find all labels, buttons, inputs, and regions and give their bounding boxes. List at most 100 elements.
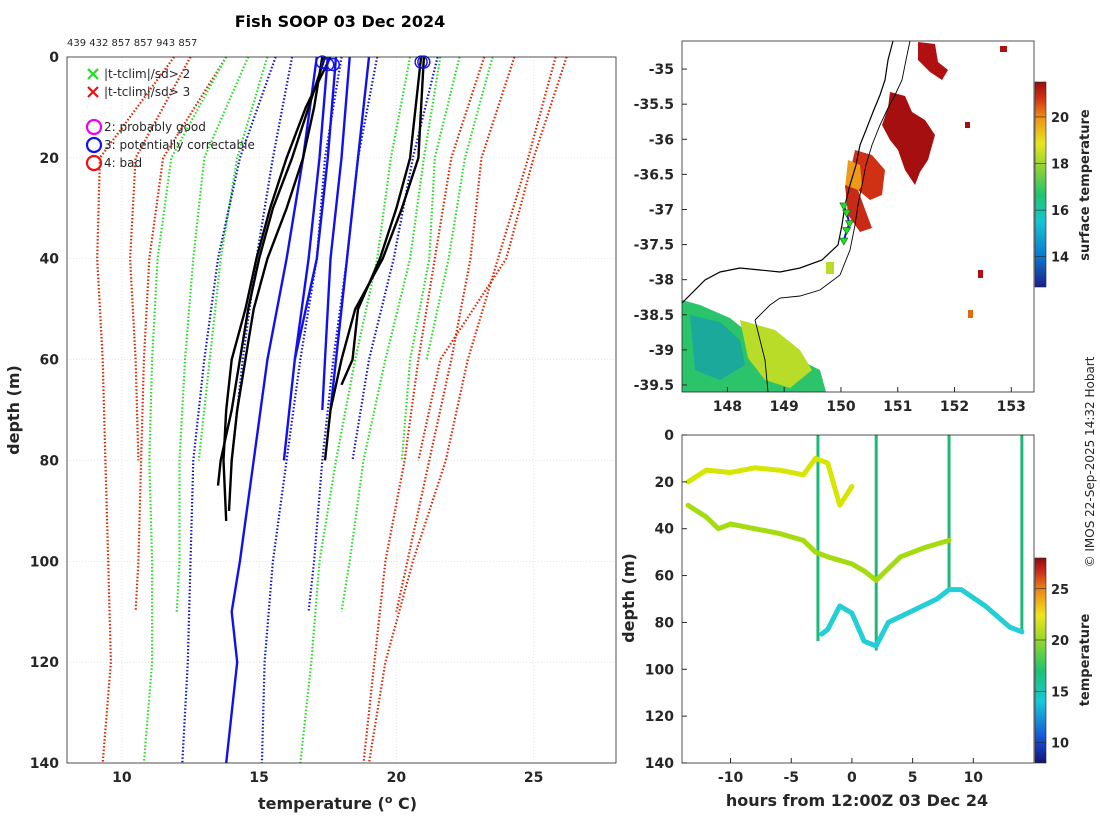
map-ticks: 148 149 150 151 152 153 -35 -35.5 -36 -36.5 -37 -37… [634, 62, 1026, 415]
timeseries-trace-deep [819, 587, 1025, 649]
sst-speck [968, 310, 973, 318]
profile-line-clim-2sd-left-c [197, 56, 269, 461]
profile-line-clim-2sd-right-d [425, 56, 494, 360]
map-y-tick-label: -39 [649, 343, 674, 359]
profiles-y-tick-label: 0 [49, 50, 59, 66]
profile-line-clim-mean-e [351, 56, 439, 461]
profiles-y-tick-label: 120 [30, 655, 59, 671]
flag-marker-circle [417, 55, 431, 69]
map-y-tick-label: -36.5 [634, 167, 674, 183]
profile-line-clim-3sd-right-a [362, 56, 486, 764]
sst-speck [826, 262, 834, 274]
map-x-tick-label: 150 [826, 399, 855, 415]
sst-colorbar-ticks: 14 16 18 20 [1035, 111, 1069, 266]
profiles-panel: Fish SOOP 03 Dec 2024 439 432 857 857 94… [4, 12, 617, 813]
timeseries-y-tick-label: 40 [655, 522, 675, 538]
legend-label: |t-tclim|/sd> 2 [104, 67, 190, 81]
profile-line-clim-3sd-left-c [134, 56, 228, 612]
profile-line-profile-2 [216, 56, 327, 486]
timeseries-y-tick-label: 0 [664, 428, 674, 444]
profile-line-clim-2sd-right-a [299, 56, 412, 764]
profile-line-profile-4 [323, 56, 426, 461]
track-station-marker [842, 227, 852, 236]
timeseries-y-tick-label: 60 [655, 569, 675, 585]
timeseries-x-tick-label: 10 [964, 770, 984, 786]
map-y-tick-label: -36 [649, 132, 674, 148]
temperature-colorbar-tick-label: 10 [1051, 737, 1069, 752]
timeseries-x-tick-label: -5 [783, 770, 799, 786]
profiles-x-tick-label: 10 [112, 770, 132, 786]
map-y-tick-label: -35.5 [634, 97, 674, 113]
sst-speck [965, 122, 970, 128]
shelf-contour [754, 41, 911, 321]
legend-circle-marker [85, 118, 103, 136]
timeseries-axes-box [681, 434, 1035, 764]
profile-line-clim-2sd-left-a [142, 56, 228, 764]
profiles-flag-markers [315, 55, 431, 72]
map-axes-box [681, 40, 1035, 393]
sst-speck [1000, 46, 1007, 52]
coastline [682, 41, 894, 304]
sst-patch-south-yellow [740, 320, 812, 388]
sst-colorbar-tick-label: 20 [1051, 111, 1069, 126]
profiles-y-tick-label: 80 [40, 453, 60, 469]
flag-marker-circle [321, 57, 335, 72]
map-y-tick-label: -35 [649, 62, 674, 78]
sst-colorbar-tick-label: 14 [1051, 251, 1069, 266]
track-station-marker [842, 209, 852, 218]
profile-line-clim-3sd-right-d [417, 56, 568, 461]
profile-line-clim-mean-solid-c [293, 56, 338, 360]
profiles-series [96, 56, 568, 764]
legend-label: |t-tclim|/sd> 3 [104, 85, 190, 99]
legend-circle-marker [85, 136, 103, 154]
map-y-tick-label: -38 [649, 273, 674, 289]
imos-credit: © IMOS 22-Sep-2025 14:32 Hobart [1083, 356, 1097, 567]
timeseries-x-tick-label: 0 [847, 770, 857, 786]
profile-line-clim-3sd-right-b [395, 56, 516, 612]
timeseries-y-tick-label: 20 [655, 475, 675, 491]
profiles-title: Fish SOOP 03 Dec 2024 [235, 12, 445, 31]
temperature-colorbar-label: temperature [1078, 614, 1093, 707]
profiles-y-tick-label: 140 [30, 756, 59, 772]
legend-x-marker [87, 86, 99, 98]
map-y-tick-label: -39.5 [634, 378, 674, 394]
legend-label: 2: probably good [104, 120, 206, 134]
profile-line-clim-2sd-left-b [175, 56, 250, 612]
sst-colorbar-tick-label: 16 [1051, 204, 1069, 219]
profile-line-clim-3sd-left-b [129, 56, 192, 461]
profile-line-clim-2sd-right-b [340, 56, 442, 612]
timeseries-xlabel: hours from 12:00Z 03 Dec 24 [726, 791, 988, 810]
profiles-axes-box [66, 56, 617, 764]
profiles-ticks: 10 15 20 25 0 20 40 60 80 100 120 140 [30, 50, 544, 786]
timeseries-ylabel: depth (m) [619, 553, 638, 643]
sst-patch-north [918, 42, 948, 80]
timeseries-y-tick-label: 80 [655, 615, 675, 631]
profile-line-clim-mean-c [260, 56, 343, 764]
track-station-marker [839, 237, 849, 246]
profiles-grid [67, 56, 616, 764]
profile-line-clim-mean-solid-b [282, 56, 329, 461]
legend-label: 4: bad [104, 156, 142, 170]
profile-line-clim-3sd-left-a [96, 56, 175, 764]
profiles-y-tick-label: 100 [30, 554, 59, 570]
track-station-marker [839, 202, 849, 211]
profiles-y-tick-label: 20 [40, 151, 60, 167]
legend-circle-marker [85, 154, 103, 172]
profile-line-profile-1 [227, 56, 324, 511]
map-x-tick-label: 153 [997, 399, 1026, 415]
temperature-colorbar [1034, 557, 1047, 764]
sst-speck [978, 270, 983, 278]
timeseries-y-tick-label: 140 [645, 756, 674, 772]
profile-line-clim-mean-solid-d [321, 56, 351, 411]
sst-colorbar-label: surface temperature [1078, 109, 1093, 261]
temperature-colorbar-ticks: 10 15 20 25 [1035, 583, 1069, 752]
profiles-y-tick-label: 60 [40, 353, 60, 369]
map-x-tick-label: 152 [940, 399, 969, 415]
profile-line-profile-5 [340, 56, 423, 386]
profile-line-clim-3sd-right-c [367, 56, 557, 764]
temperature-colorbar-tick-label: 25 [1051, 583, 1069, 598]
map-y-tick-label: -37.5 [634, 238, 674, 254]
temperature-colorbar-tick-label: 15 [1051, 685, 1069, 700]
